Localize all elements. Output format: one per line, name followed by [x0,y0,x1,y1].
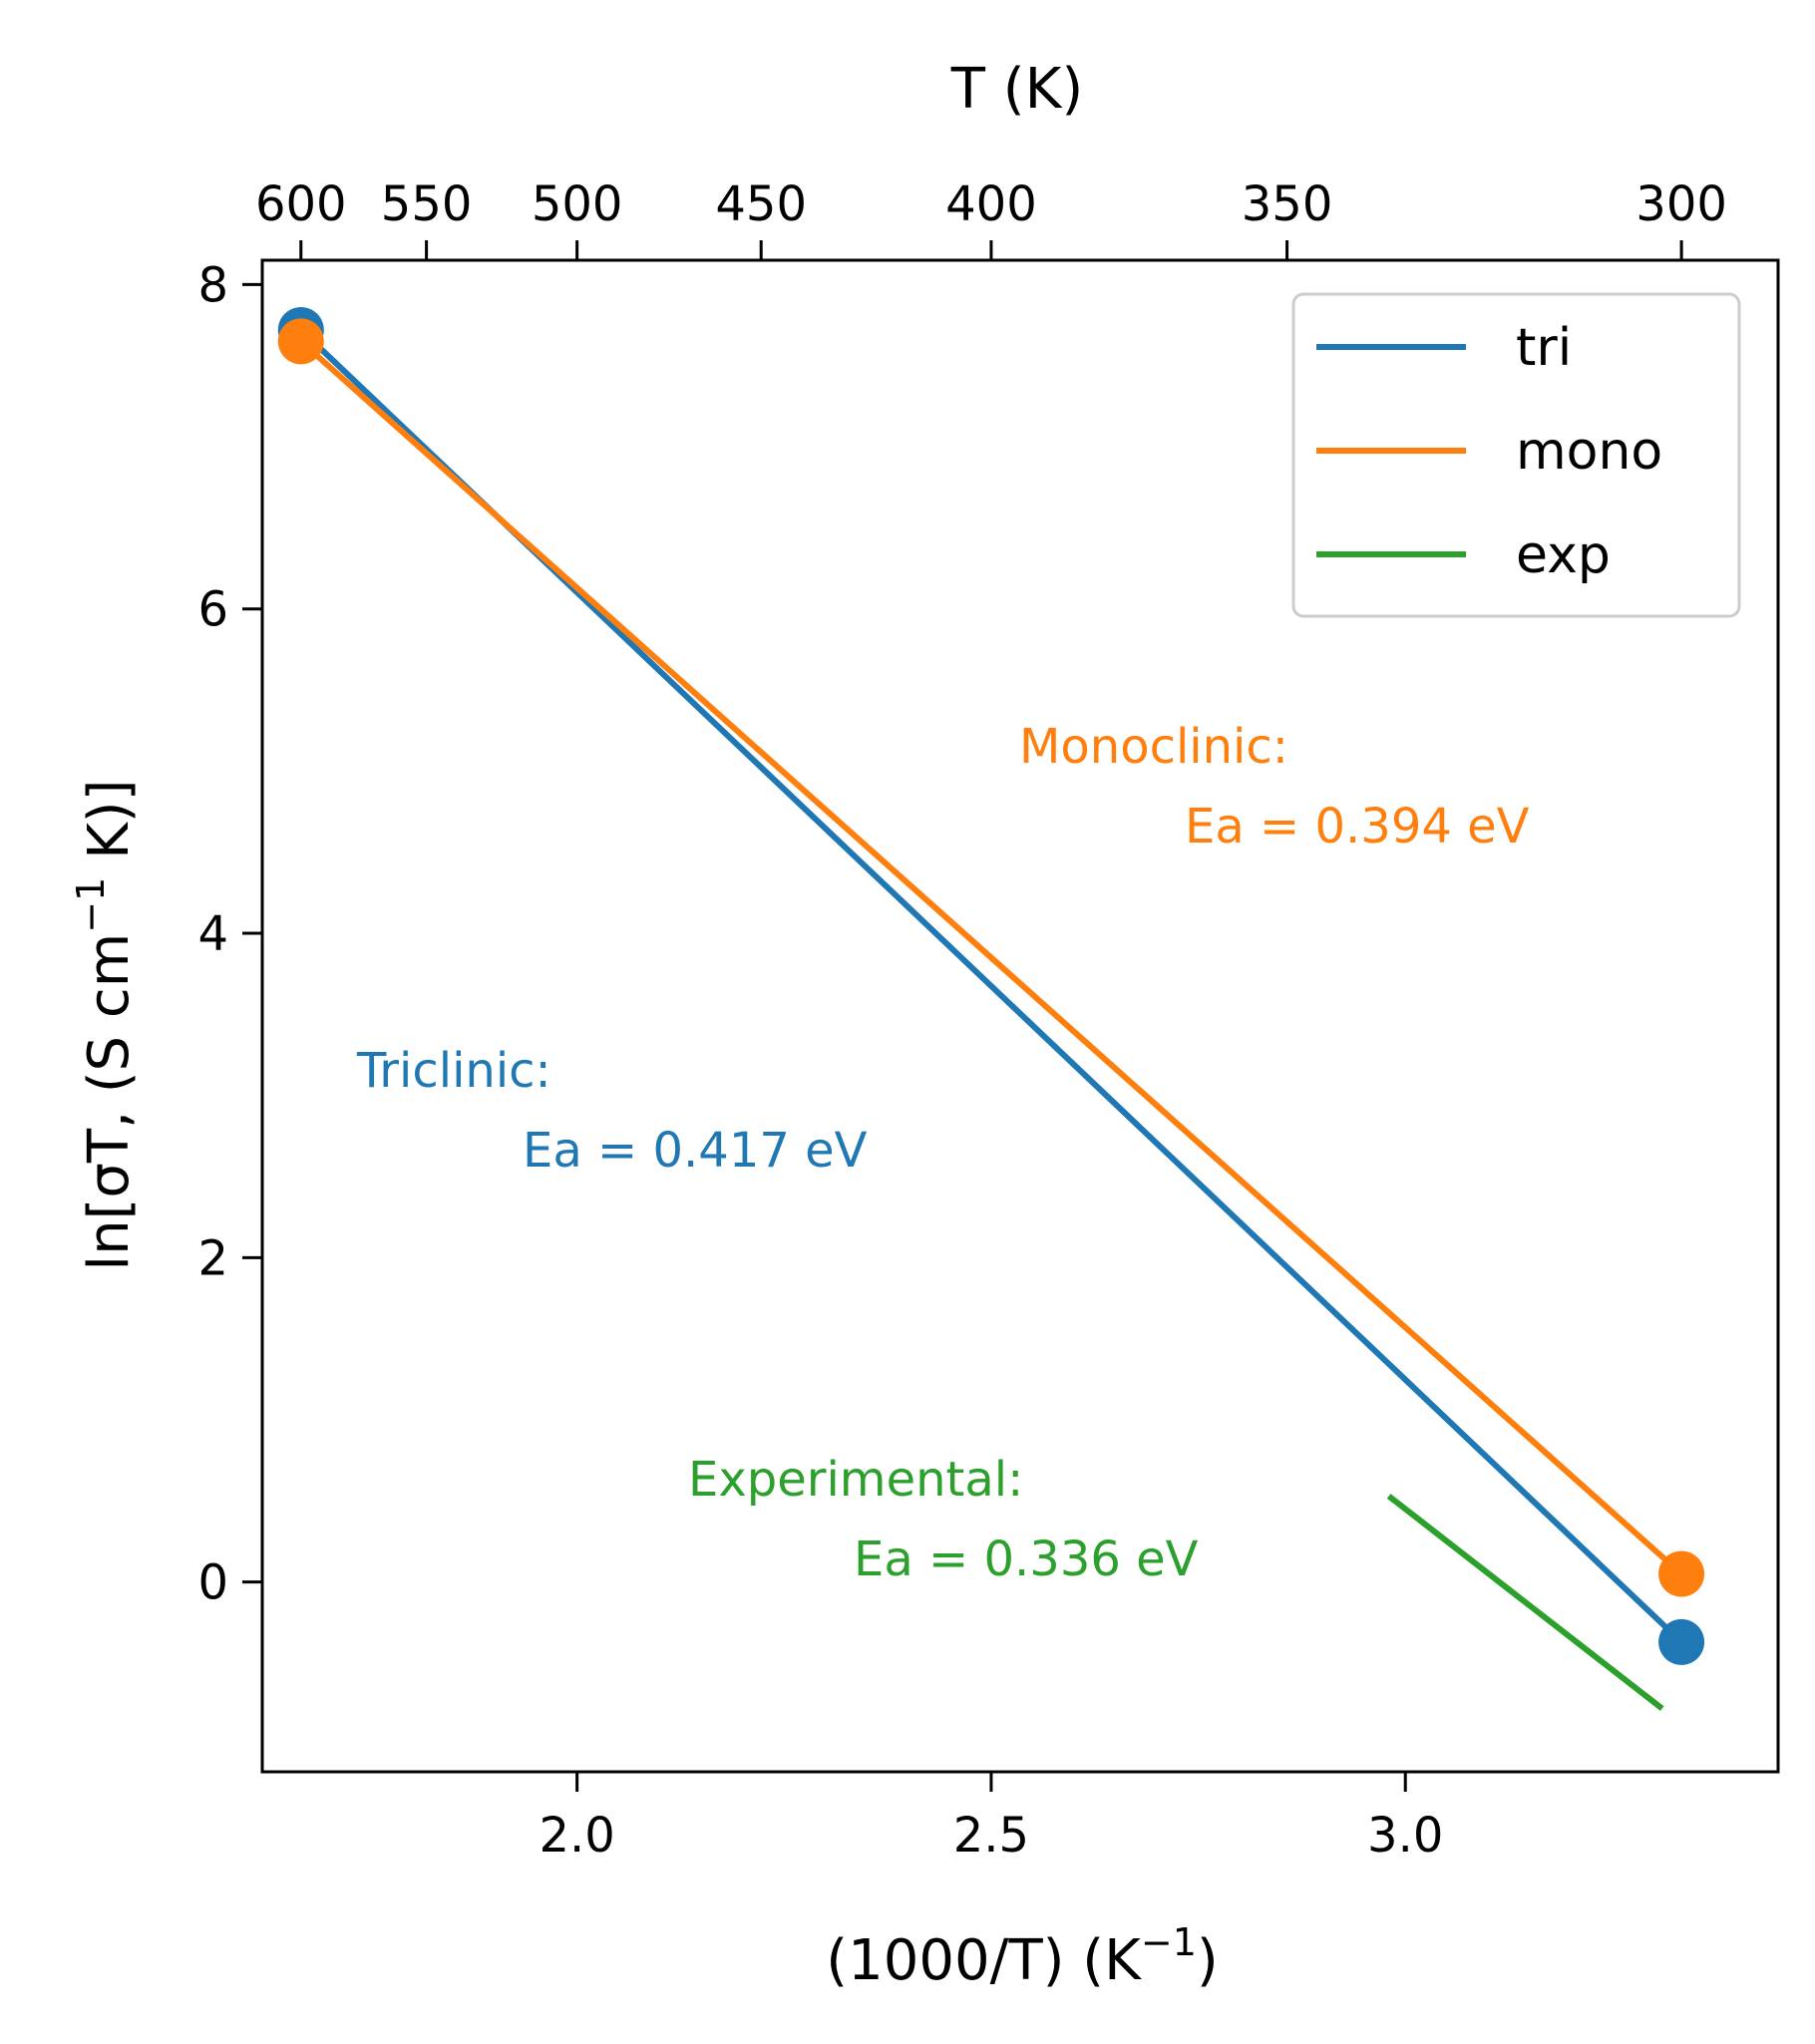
annotation-experimental: Experimental: Ea = 0.336 eV [688,1452,1199,1587]
series-line-exp [1386,1494,1664,1711]
x-axis-label-text: (1000/T) (K [826,1928,1142,1993]
y-tick-label: 6 [197,582,228,638]
top-axis-label: T (K) [950,57,1083,122]
annotation-triclinic-ea: Ea = 0.417 eV [523,1123,868,1179]
top-tick-label: 300 [1635,176,1727,232]
x-tick-label: 3.0 [1367,1808,1443,1864]
x-axis-label: (1000/T) (K−1) [826,1920,1219,1993]
x-axis-label-superscript: −1 [1141,1920,1197,1964]
plot-frame [260,258,1780,1774]
data-point-mono [277,318,324,365]
annotation-monoclinic: Monoclinic: Ea = 0.394 eV [1019,719,1530,854]
x-tick-label: 2.0 [539,1808,614,1864]
y-tick-label: 2 [197,1230,228,1286]
legend: tri mono exp [1291,292,1741,618]
data-point-tri [1658,1618,1705,1665]
series-line-mono [298,339,1684,1576]
y-axis-label-end: K)] [77,780,142,877]
top-tick-label: 350 [1242,176,1333,232]
top-tick-label: 600 [255,176,347,232]
x-tick-label: 2.5 [953,1808,1029,1864]
top-tick-label: 450 [715,176,807,232]
legend-label-mono: mono [1516,422,1662,482]
y-axis-label-text: ln[σT, (S cm [77,933,142,1271]
top-tick-label: 400 [945,176,1037,232]
bottom-x-axis-ticks: 2.0 2.5 3.0 [539,1772,1443,1864]
data-point-mono [1658,1550,1705,1597]
annotation-experimental-title: Experimental: [688,1452,1023,1508]
top-tick-label: 500 [532,176,623,232]
y-axis-label: ln[σT, (S cm−1 K)] [69,780,142,1271]
annotation-monoclinic-title: Monoclinic: [1019,719,1288,775]
y-tick-label: 4 [197,906,228,962]
y-tick-label: 8 [197,257,228,313]
annotation-triclinic-title: Triclinic: [356,1043,551,1099]
left-y-axis-ticks: 0 2 4 6 8 [197,257,262,1611]
top-tick-label: 550 [381,176,473,232]
y-tick-label: 0 [197,1555,228,1611]
annotation-experimental-ea: Ea = 0.336 eV [854,1532,1199,1587]
annotation-triclinic: Triclinic: Ea = 0.417 eV [356,1043,868,1179]
top-temperature-axis-ticks: 600 550 500 450 400 350 300 [255,176,1727,260]
x-axis-label-end: ) [1197,1928,1219,1993]
annotation-monoclinic-ea: Ea = 0.394 eV [1185,799,1530,854]
legend-label-exp: exp [1516,525,1611,585]
y-axis-label-superscript: −1 [69,877,113,933]
plot-lines [277,306,1705,1711]
legend-label-tri: tri [1516,318,1572,378]
legend-box [1291,292,1741,618]
